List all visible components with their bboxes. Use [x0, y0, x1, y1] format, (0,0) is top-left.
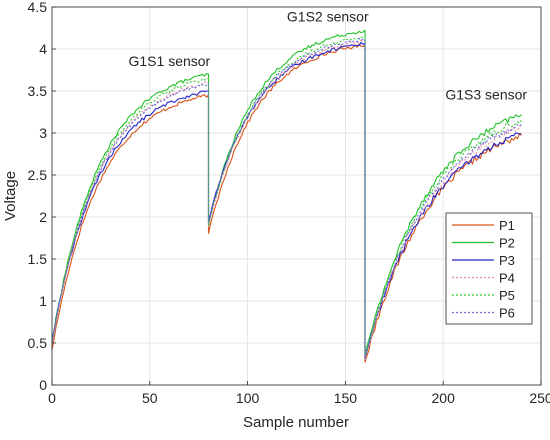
legend-label: P5	[499, 288, 515, 303]
series-line-p4	[51, 39, 522, 360]
x-tick-label: 150	[334, 390, 358, 406]
x-tick-label: 50	[142, 390, 158, 406]
series-line-p5	[51, 35, 522, 358]
y-tick-label: 0.5	[28, 335, 48, 351]
plot-frame	[51, 6, 542, 386]
y-tick-label: 2	[39, 209, 47, 225]
y-tick-label: 4	[39, 41, 47, 57]
series-line-p6	[51, 37, 522, 360]
x-axis-ticks: 0 50 100 150 200 250	[48, 381, 550, 406]
y-tick-label: 2.5	[28, 167, 48, 183]
legend-label: P1	[499, 218, 515, 233]
x-tick-label: 0	[48, 390, 56, 406]
y-tick-label: 1	[39, 293, 47, 309]
annotation-label: G1S1 sensor	[129, 53, 211, 69]
legend-label: P6	[499, 306, 515, 321]
y-tick-label: 0	[39, 377, 47, 393]
y-tick-label: 1.5	[28, 251, 48, 267]
legend-box	[445, 212, 533, 325]
legend-label: P4	[499, 271, 515, 286]
legend-label: P3	[499, 253, 515, 268]
legend-label: P2	[499, 236, 515, 251]
plot-area	[52, 7, 541, 385]
y-tick-label: 4.5	[28, 0, 48, 15]
annotation-label: G1S3 sensor	[445, 86, 527, 102]
x-axis-label: Sample number	[243, 414, 349, 431]
legend: P1 P2 P3 P4 P5 P6	[445, 212, 533, 325]
y-tick-label: 3.5	[28, 83, 48, 99]
x-tick-label: 100	[236, 390, 260, 406]
y-axis-label: Voltage	[2, 171, 19, 221]
series-lines	[51, 29, 522, 363]
annotation-label: G1S2 sensor	[287, 8, 369, 24]
sensor-annotations: G1S1 sensor G1S2 sensor G1S3 sensor	[129, 8, 528, 102]
y-axis-ticks: 0 0.5 1 1.5 2 2.5 3 3.5 4 4.5	[28, 0, 56, 393]
x-tick-label: 250	[529, 390, 550, 406]
x-tick-label: 200	[432, 390, 456, 406]
y-tick-label: 3	[39, 125, 47, 141]
series-line-p2	[51, 29, 522, 357]
